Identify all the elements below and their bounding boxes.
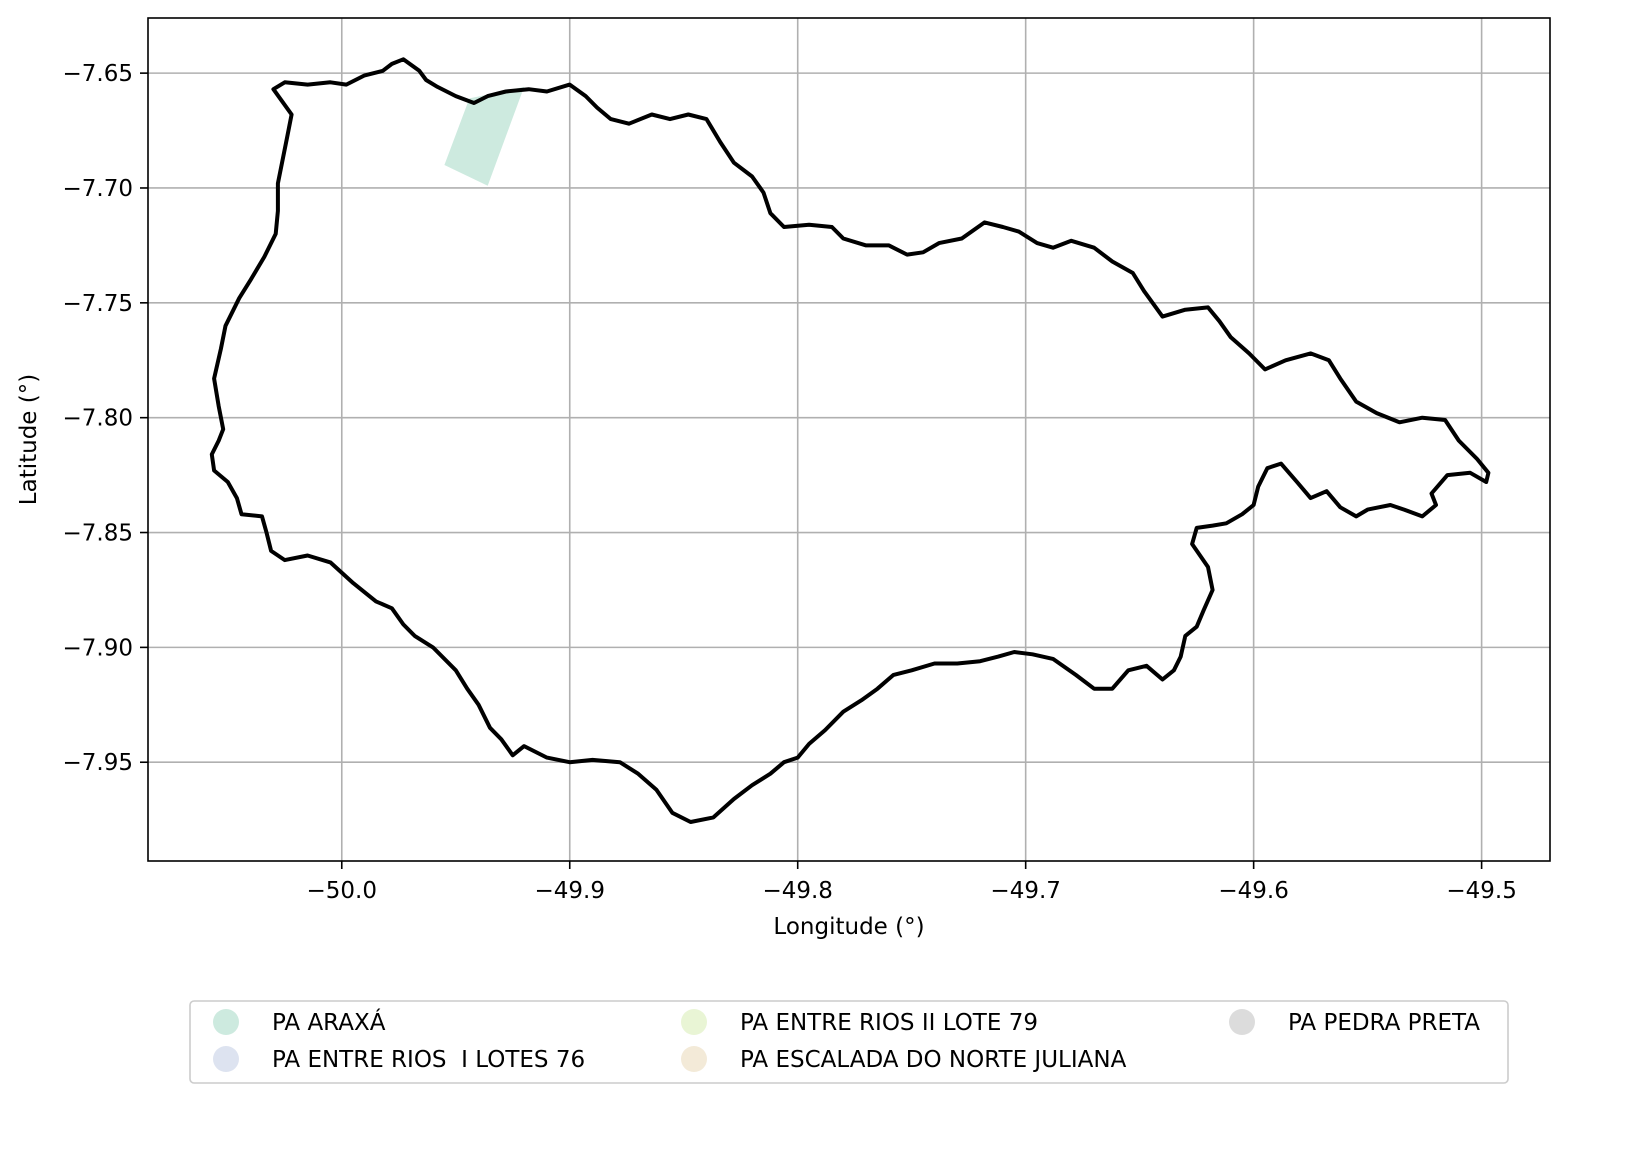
legend-label-pa-escalada-do-norte-juliana: PA ESCALADA DO NORTE JULIANA [740, 1047, 1127, 1073]
legend-marker-pa-escalada-do-norte-juliana [681, 1046, 707, 1072]
legend-entries: PA ARAXÁ PA ENTRE RIOS I LOTES 76 PA ENTRE… [213, 1008, 1480, 1073]
y-tick-label: −7.80 [63, 406, 133, 432]
areas-layer [444, 86, 525, 186]
y-tick-label: −7.65 [63, 61, 133, 87]
x-tick-label: −49.6 [1218, 878, 1288, 904]
legend-marker-pa-entre-rios-ii-lote-79 [681, 1009, 707, 1035]
x-tick-label: −50.0 [307, 878, 377, 904]
legend-marker-pa-entre-rios-i-lotes-76 [213, 1046, 239, 1072]
legend-box [189, 1000, 1509, 1084]
area-pa-arax- [444, 86, 525, 186]
y-tick-label: −7.85 [63, 521, 133, 547]
legend-marker-pa-pedra-preta [1229, 1009, 1255, 1035]
plot-area [147, 17, 1551, 862]
legend-label-pa-entre-rios-ii-lote-79: PA ENTRE RIOS II LOTE 79 [740, 1010, 1038, 1036]
legend-label-pa-pedra-preta: PA PEDRA PRETA [1288, 1010, 1480, 1036]
legend-label-pa-arax: PA ARAXÁ [272, 1008, 386, 1036]
grid-layer [148, 18, 1550, 861]
y-axis-label: Latitude (°) [16, 374, 42, 505]
y-tick-label: −7.90 [63, 635, 133, 661]
y-tick-label: −7.75 [63, 291, 133, 317]
y-axis-ticks: −7.65 −7.70 −7.75 −7.80 −7.85 −7.90 −7.95 [63, 61, 148, 776]
legend-marker-pa-arax [213, 1009, 239, 1035]
x-tick-label: −49.7 [990, 878, 1060, 904]
x-tick-label: −49.9 [534, 878, 604, 904]
y-tick-label: −7.70 [63, 176, 133, 202]
plot-frame [147, 17, 1551, 862]
x-axis-ticks: −50.0 −49.9 −49.8 −49.7 −49.6 −49.5 [307, 861, 1517, 904]
x-axis-label: Longitude (°) [773, 914, 924, 940]
boundary-layer [209, 57, 1491, 824]
study-area-boundary [209, 57, 1491, 824]
x-tick-label: −49.8 [762, 878, 832, 904]
legend: PA ARAXÁ PA ENTRE RIOS I LOTES 76 PA ENTRE… [189, 1000, 1509, 1084]
y-tick-label: −7.95 [63, 750, 133, 776]
legend-label-pa-entre-rios-i-lotes-76: PA ENTRE RIOS I LOTES 76 [272, 1047, 585, 1073]
x-tick-label: −49.5 [1446, 878, 1516, 904]
